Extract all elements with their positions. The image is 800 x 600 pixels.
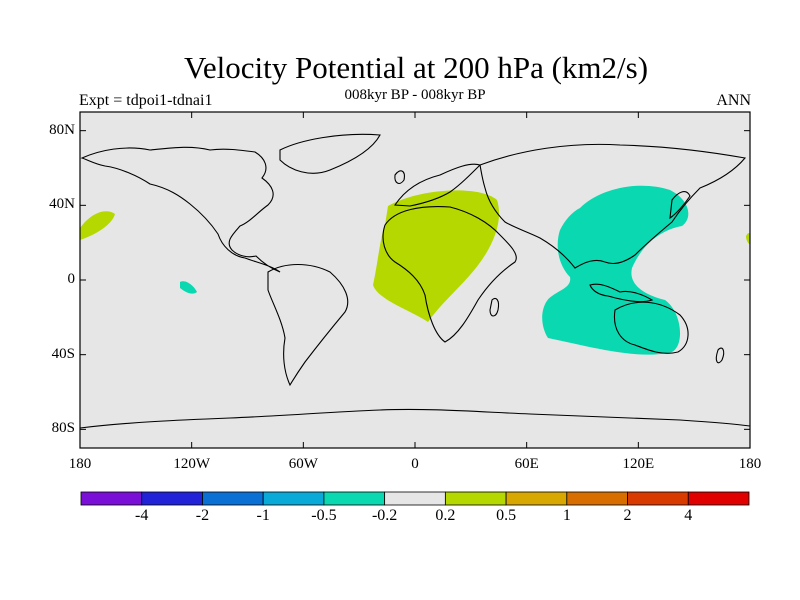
colorbar-swatch [80,491,143,506]
lon-label: 120W [173,456,210,472]
colorbar-label: 0.2 [435,507,456,524]
lat-label: 40N [49,196,75,213]
positive-anomaly-pacific-east [746,233,750,244]
colorbar-label: -1 [256,507,270,524]
colorbar-swatch [202,491,264,506]
colorbar-swatch [384,491,446,506]
colorbar-swatch [323,491,386,506]
colorbar-swatch [444,491,507,506]
lon-label: 60E [514,456,539,472]
colorbar-swatch [687,491,750,506]
colorbar-swatch [262,491,325,506]
lon-label: 180 [738,456,762,472]
colorbar-swatch [627,491,689,506]
lon-label: 60W [288,456,318,472]
map-title: Velocity Potential at 200 hPa (km2/s) [183,50,649,85]
colorbar-label: -0.2 [371,507,398,524]
colorbar-label: 2 [623,507,632,524]
positive-anomaly-africa [373,190,500,322]
lon-label: 0 [411,456,419,472]
lat-label: 0 [67,271,76,287]
map-subtitle: 008kyr BP - 008kyr BP [344,87,486,103]
colorbar-swatch [505,491,568,506]
lon-label: 180 [68,456,92,472]
colorbar [80,491,750,506]
colorbar-label: -4 [135,507,149,524]
negative-anomaly-indo-pacific [542,185,689,355]
experiment-label: Expt = tdpoi1-tdnai1 [79,92,213,109]
positive-anomaly-pacific-west [80,211,115,240]
season-label: ANN [716,92,751,109]
lat-label: 80N [49,121,75,138]
axis-ticks [79,112,751,448]
negative-anomaly-pacific-small [180,281,197,294]
lat-label: 40S [51,345,75,362]
lat-label: 80S [51,420,75,437]
coastlines [80,133,750,429]
colorbar-label: -2 [195,507,210,524]
lon-label: 120E [622,456,655,472]
colorbar-label: -0.5 [311,507,337,524]
colorbar-label: 4 [684,507,693,524]
colorbar-swatch [141,491,203,506]
colorbar-swatch [566,491,628,506]
colorbar-label: 0.5 [496,507,517,524]
colorbar-label: 1 [562,507,571,524]
